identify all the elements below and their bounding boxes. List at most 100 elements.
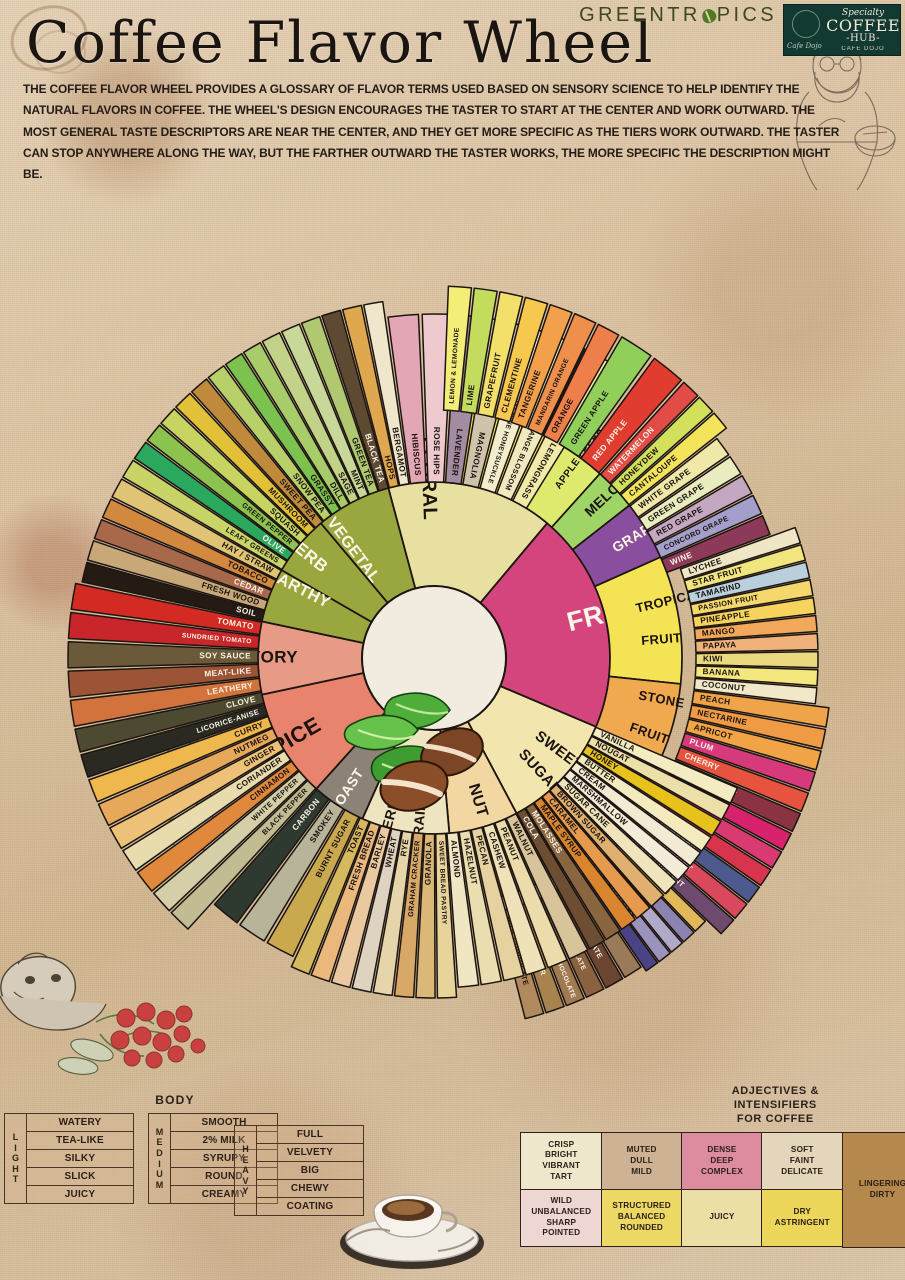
wheel-segment[interactable] <box>86 540 269 611</box>
wheel-segment[interactable] <box>591 726 739 804</box>
wheel-segment[interactable] <box>660 515 771 574</box>
wheel-segment[interactable] <box>133 441 294 562</box>
wheel-segment[interactable] <box>387 313 427 485</box>
wheel-segment[interactable] <box>207 365 332 522</box>
wheel-segment[interactable] <box>542 323 620 444</box>
wheel-segment[interactable] <box>680 732 817 792</box>
wheel-segment[interactable] <box>190 378 324 529</box>
wheel-segment[interactable] <box>494 296 549 423</box>
wheel-segment[interactable] <box>224 352 341 516</box>
wheel-segment[interactable] <box>435 832 458 999</box>
wheel-segment[interactable] <box>415 833 436 999</box>
wheel-segment[interactable] <box>691 596 817 629</box>
wheel-segment[interactable] <box>152 770 308 912</box>
wheel-segment[interactable] <box>458 829 503 986</box>
wheel-segment[interactable] <box>482 822 547 976</box>
wheel-segment[interactable] <box>646 475 753 545</box>
wheel-segment[interactable] <box>580 357 683 474</box>
wheel-segment[interactable] <box>558 336 652 458</box>
wheel-segment[interactable] <box>505 812 589 960</box>
wheel-segment[interactable] <box>372 830 414 997</box>
wheel-segment[interactable] <box>242 341 350 510</box>
wheel-flavor-label: GRANOLA <box>423 841 433 885</box>
wheel-segment[interactable] <box>477 291 524 418</box>
wheel-segment[interactable] <box>446 831 480 988</box>
wheel-segment[interactable] <box>686 561 811 605</box>
wheel-segment[interactable] <box>629 437 730 518</box>
wheel-segment[interactable] <box>290 817 371 975</box>
wheel-segment[interactable] <box>351 828 403 993</box>
wheel-segment[interactable] <box>689 579 814 617</box>
wheel-segment[interactable] <box>563 769 690 881</box>
body-level-light: L I G H T <box>4 1113 26 1204</box>
wheel-segment[interactable] <box>694 665 819 687</box>
wheel-segment[interactable] <box>688 704 827 750</box>
wheel-segment[interactable] <box>266 809 360 958</box>
wheel-segment[interactable] <box>693 614 818 641</box>
wheel-segment[interactable] <box>610 396 714 495</box>
wheel-segment[interactable] <box>684 718 822 771</box>
wheel-segment[interactable] <box>111 478 283 580</box>
wheel-segment[interactable] <box>679 526 802 581</box>
wheel-segment[interactable] <box>122 749 292 871</box>
wheel-segment[interactable] <box>213 788 330 924</box>
wheel-segment[interactable] <box>683 544 807 593</box>
wheel-segment[interactable] <box>510 303 573 429</box>
wheel-segment[interactable] <box>261 332 360 505</box>
wheel-segment[interactable] <box>586 735 731 821</box>
wheel-segment[interactable] <box>310 821 381 983</box>
wheel-segment[interactable] <box>533 796 636 931</box>
wheel-segment[interactable] <box>556 776 678 895</box>
wheel-segment[interactable] <box>70 582 263 636</box>
wheel-segment[interactable] <box>67 640 259 669</box>
wheel-segment[interactable] <box>654 494 763 559</box>
wheel-segment[interactable] <box>280 323 369 500</box>
wheel-segment[interactable] <box>321 309 389 492</box>
wheel-segment[interactable] <box>175 392 316 537</box>
wheel-segment[interactable] <box>170 779 317 930</box>
wheel-segment[interactable] <box>619 412 728 506</box>
hub-line-cafe-dojo: CAFE DOJO <box>841 45 885 52</box>
wheel-segment[interactable] <box>81 561 266 622</box>
wheel-segment[interactable] <box>516 807 606 950</box>
wheel-segment[interactable] <box>694 632 819 654</box>
wheel-segment[interactable] <box>146 424 301 553</box>
wheel-segment[interactable] <box>74 691 265 753</box>
wheel-segment[interactable] <box>442 285 473 413</box>
wheel-segment[interactable] <box>93 518 273 601</box>
wheel-segment[interactable] <box>693 677 818 705</box>
wheel-segment[interactable] <box>494 818 568 969</box>
wheel-segment[interactable] <box>695 650 819 669</box>
wheel-segment[interactable] <box>575 752 712 852</box>
wheel-segment[interactable] <box>101 498 277 590</box>
body-group-medium: M E D I U M SMOOTH 2% MILK SYRUPY ROUND … <box>148 1113 278 1204</box>
wheel-segment[interactable] <box>362 300 410 487</box>
wheel-segment[interactable] <box>470 826 525 982</box>
wheel-segment[interactable] <box>599 381 699 484</box>
wheel-segment[interactable] <box>549 783 665 908</box>
wheel-segment[interactable] <box>393 832 425 999</box>
wheel-segment[interactable] <box>569 761 702 867</box>
wheel-segment[interactable] <box>330 825 392 989</box>
greentropics-logo-pre: GREENTR <box>579 4 701 26</box>
adjective-column: DENSE DEEP COMPLEX JUICY <box>680 1132 763 1248</box>
wheel-segment[interactable] <box>527 312 597 436</box>
wheel-segment[interactable] <box>581 744 722 837</box>
wheel-segment[interactable] <box>160 408 308 544</box>
wheel-segment[interactable] <box>460 287 498 415</box>
wheel-segment[interactable] <box>341 304 400 489</box>
wheel-segment[interactable] <box>122 459 288 571</box>
wheel-segment[interactable] <box>638 456 742 532</box>
wheel-flavor-label: MANGO <box>701 626 735 638</box>
wheel-segment[interactable] <box>691 689 830 728</box>
wheel-segment[interactable] <box>69 677 262 727</box>
specialty-coffee-hub-logo: Cafe Dojo Specialty COFFEE -HUB- CAFE DO… <box>783 4 901 56</box>
wheel-segment[interactable] <box>67 663 260 698</box>
wheel-segment[interactable] <box>300 315 379 496</box>
wheel-segment[interactable] <box>541 790 651 920</box>
wheel-segment[interactable] <box>675 746 810 813</box>
wheel-segment[interactable] <box>239 799 345 942</box>
wheel-segment[interactable] <box>67 611 261 650</box>
wheel-segment[interactable] <box>525 802 621 941</box>
